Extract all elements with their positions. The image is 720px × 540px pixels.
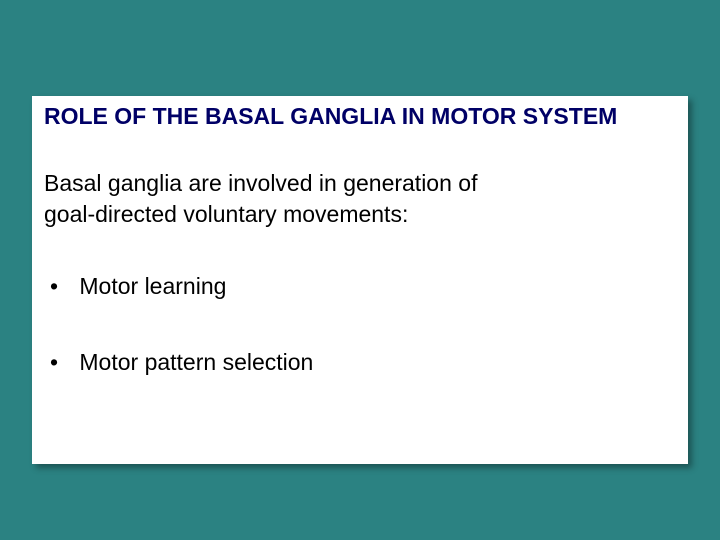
body-line-2: goal-directed voluntary movements: bbox=[44, 199, 676, 230]
list-item: Motor learning bbox=[50, 272, 676, 302]
slide-background: ROLE OF THE BASAL GANGLIA IN MOTOR SYSTE… bbox=[0, 0, 720, 540]
body-block: Basal ganglia are involved in generation… bbox=[44, 168, 676, 230]
list-item: Motor pattern selection bbox=[50, 348, 676, 378]
list-item-label: Motor pattern selection bbox=[79, 349, 313, 375]
bullet-list: Motor learning Motor pattern selection bbox=[50, 272, 676, 378]
list-item-label: Motor learning bbox=[79, 273, 226, 299]
slide-title: ROLE OF THE BASAL GANGLIA IN MOTOR SYSTE… bbox=[44, 102, 676, 131]
content-box: ROLE OF THE BASAL GANGLIA IN MOTOR SYSTE… bbox=[32, 96, 688, 464]
body-line-1: Basal ganglia are involved in generation… bbox=[44, 168, 676, 199]
